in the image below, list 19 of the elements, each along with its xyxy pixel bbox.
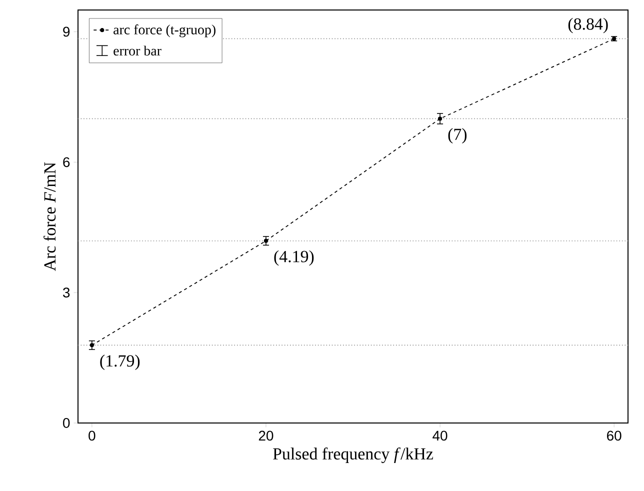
y-tick-label: 3: [63, 288, 70, 298]
data-label: (1.79): [100, 354, 140, 370]
x-tick-label: 40: [432, 430, 448, 441]
legend-label: arc force (t-gruop): [114, 24, 216, 38]
y-tick-label: 9: [63, 26, 70, 37]
x-tick-label: 0: [88, 430, 96, 441]
annotation: error bar: [114, 46, 162, 56]
x-axis-title: Pulsed frequency f/kHz: [273, 447, 433, 464]
y-tick-label: 0: [63, 418, 70, 428]
y-axis-title: Arc force F/mN: [44, 162, 56, 271]
x-tick-label: 60: [607, 430, 622, 441]
point: [438, 116, 442, 121]
point: [90, 343, 94, 348]
x-tick-label: 20: [258, 430, 274, 441]
point: [264, 238, 268, 243]
y-tick-label: 6: [63, 157, 70, 168]
data-label: (8.84): [568, 18, 608, 34]
data-label: (7): [448, 128, 467, 144]
data-label: (4.19): [274, 250, 314, 266]
